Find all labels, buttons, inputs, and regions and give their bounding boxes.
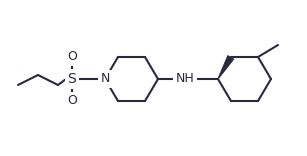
Polygon shape — [217, 55, 235, 79]
Text: S: S — [68, 72, 76, 86]
Text: NH: NH — [176, 73, 194, 85]
Text: N: N — [100, 73, 110, 85]
Text: O: O — [67, 95, 77, 107]
Text: O: O — [67, 51, 77, 63]
